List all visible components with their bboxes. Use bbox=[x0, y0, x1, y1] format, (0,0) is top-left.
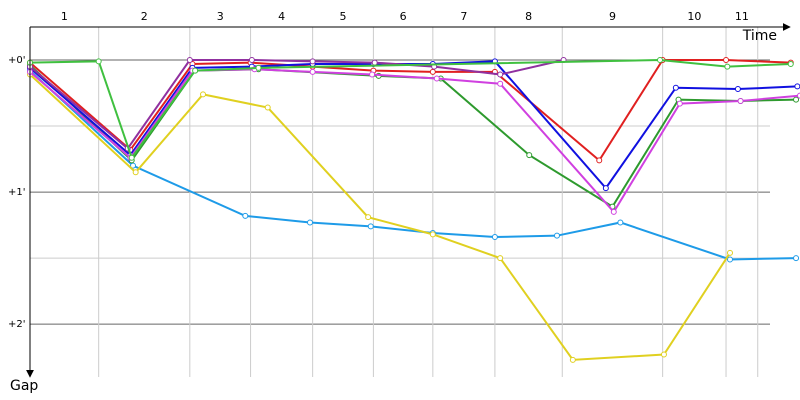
lap-label: 2 bbox=[141, 10, 148, 23]
data-point bbox=[797, 92, 800, 99]
lap-label: 1 bbox=[61, 10, 68, 23]
data-point bbox=[610, 208, 617, 215]
data-point bbox=[723, 57, 730, 63]
data-point bbox=[672, 84, 679, 91]
grid bbox=[30, 27, 770, 377]
data-point bbox=[95, 58, 102, 65]
series-line bbox=[29, 68, 800, 214]
y-axis-label: Gap bbox=[10, 378, 38, 394]
lap-label: 10 bbox=[687, 10, 701, 23]
data-point bbox=[369, 71, 376, 78]
data-point bbox=[676, 100, 683, 107]
data-point bbox=[569, 356, 576, 363]
lap-label: 7 bbox=[460, 10, 467, 23]
data-point bbox=[128, 154, 135, 161]
y-tick-label: +1' bbox=[8, 187, 26, 198]
data-point bbox=[497, 255, 504, 262]
data-point bbox=[307, 219, 313, 226]
lap-label: 11 bbox=[735, 10, 749, 23]
data-point bbox=[727, 249, 733, 256]
data-point bbox=[727, 256, 733, 263]
data-point bbox=[657, 57, 663, 63]
data-point bbox=[737, 97, 744, 104]
data-point bbox=[255, 64, 262, 71]
series-line bbox=[29, 58, 791, 160]
data-point bbox=[132, 169, 139, 176]
data-point bbox=[497, 80, 504, 87]
data-point bbox=[602, 185, 609, 192]
data-point bbox=[371, 59, 378, 66]
data-point bbox=[793, 255, 800, 262]
data-point bbox=[130, 162, 137, 169]
data-point bbox=[724, 63, 731, 70]
data-point bbox=[200, 91, 207, 98]
data-point bbox=[367, 223, 374, 230]
data-point bbox=[660, 351, 667, 358]
data-point bbox=[734, 86, 741, 93]
data-point bbox=[192, 67, 199, 74]
data-point bbox=[186, 57, 193, 63]
lap-label: 3 bbox=[217, 10, 224, 23]
data-point bbox=[596, 157, 603, 164]
data-point bbox=[526, 152, 533, 159]
data-point bbox=[794, 83, 800, 90]
lap-label: 6 bbox=[400, 10, 407, 23]
data-point bbox=[793, 96, 800, 103]
data-point bbox=[433, 75, 440, 82]
y-tick-label: +2' bbox=[8, 319, 26, 330]
lap-label: 5 bbox=[340, 10, 347, 23]
data-point bbox=[787, 60, 794, 67]
data-point bbox=[242, 212, 249, 219]
data-point bbox=[309, 58, 316, 65]
series-line bbox=[29, 73, 731, 361]
data-point bbox=[491, 233, 498, 240]
data-point bbox=[309, 68, 316, 75]
data-point bbox=[429, 68, 436, 75]
data-point bbox=[429, 231, 436, 238]
data-point bbox=[497, 71, 504, 78]
y-tick-label: +0' bbox=[8, 55, 26, 66]
x-axis-label: Time bbox=[742, 28, 777, 44]
data-point bbox=[617, 219, 624, 226]
lap-label: 4 bbox=[278, 10, 285, 23]
series-line bbox=[29, 59, 791, 162]
data-point bbox=[248, 57, 255, 63]
series-group bbox=[27, 57, 800, 363]
lap-label: 8 bbox=[525, 10, 532, 23]
data-point bbox=[553, 232, 560, 239]
data-point bbox=[264, 104, 271, 111]
data-point bbox=[365, 214, 372, 221]
lap-label: 9 bbox=[609, 10, 616, 23]
series-line bbox=[29, 59, 564, 150]
